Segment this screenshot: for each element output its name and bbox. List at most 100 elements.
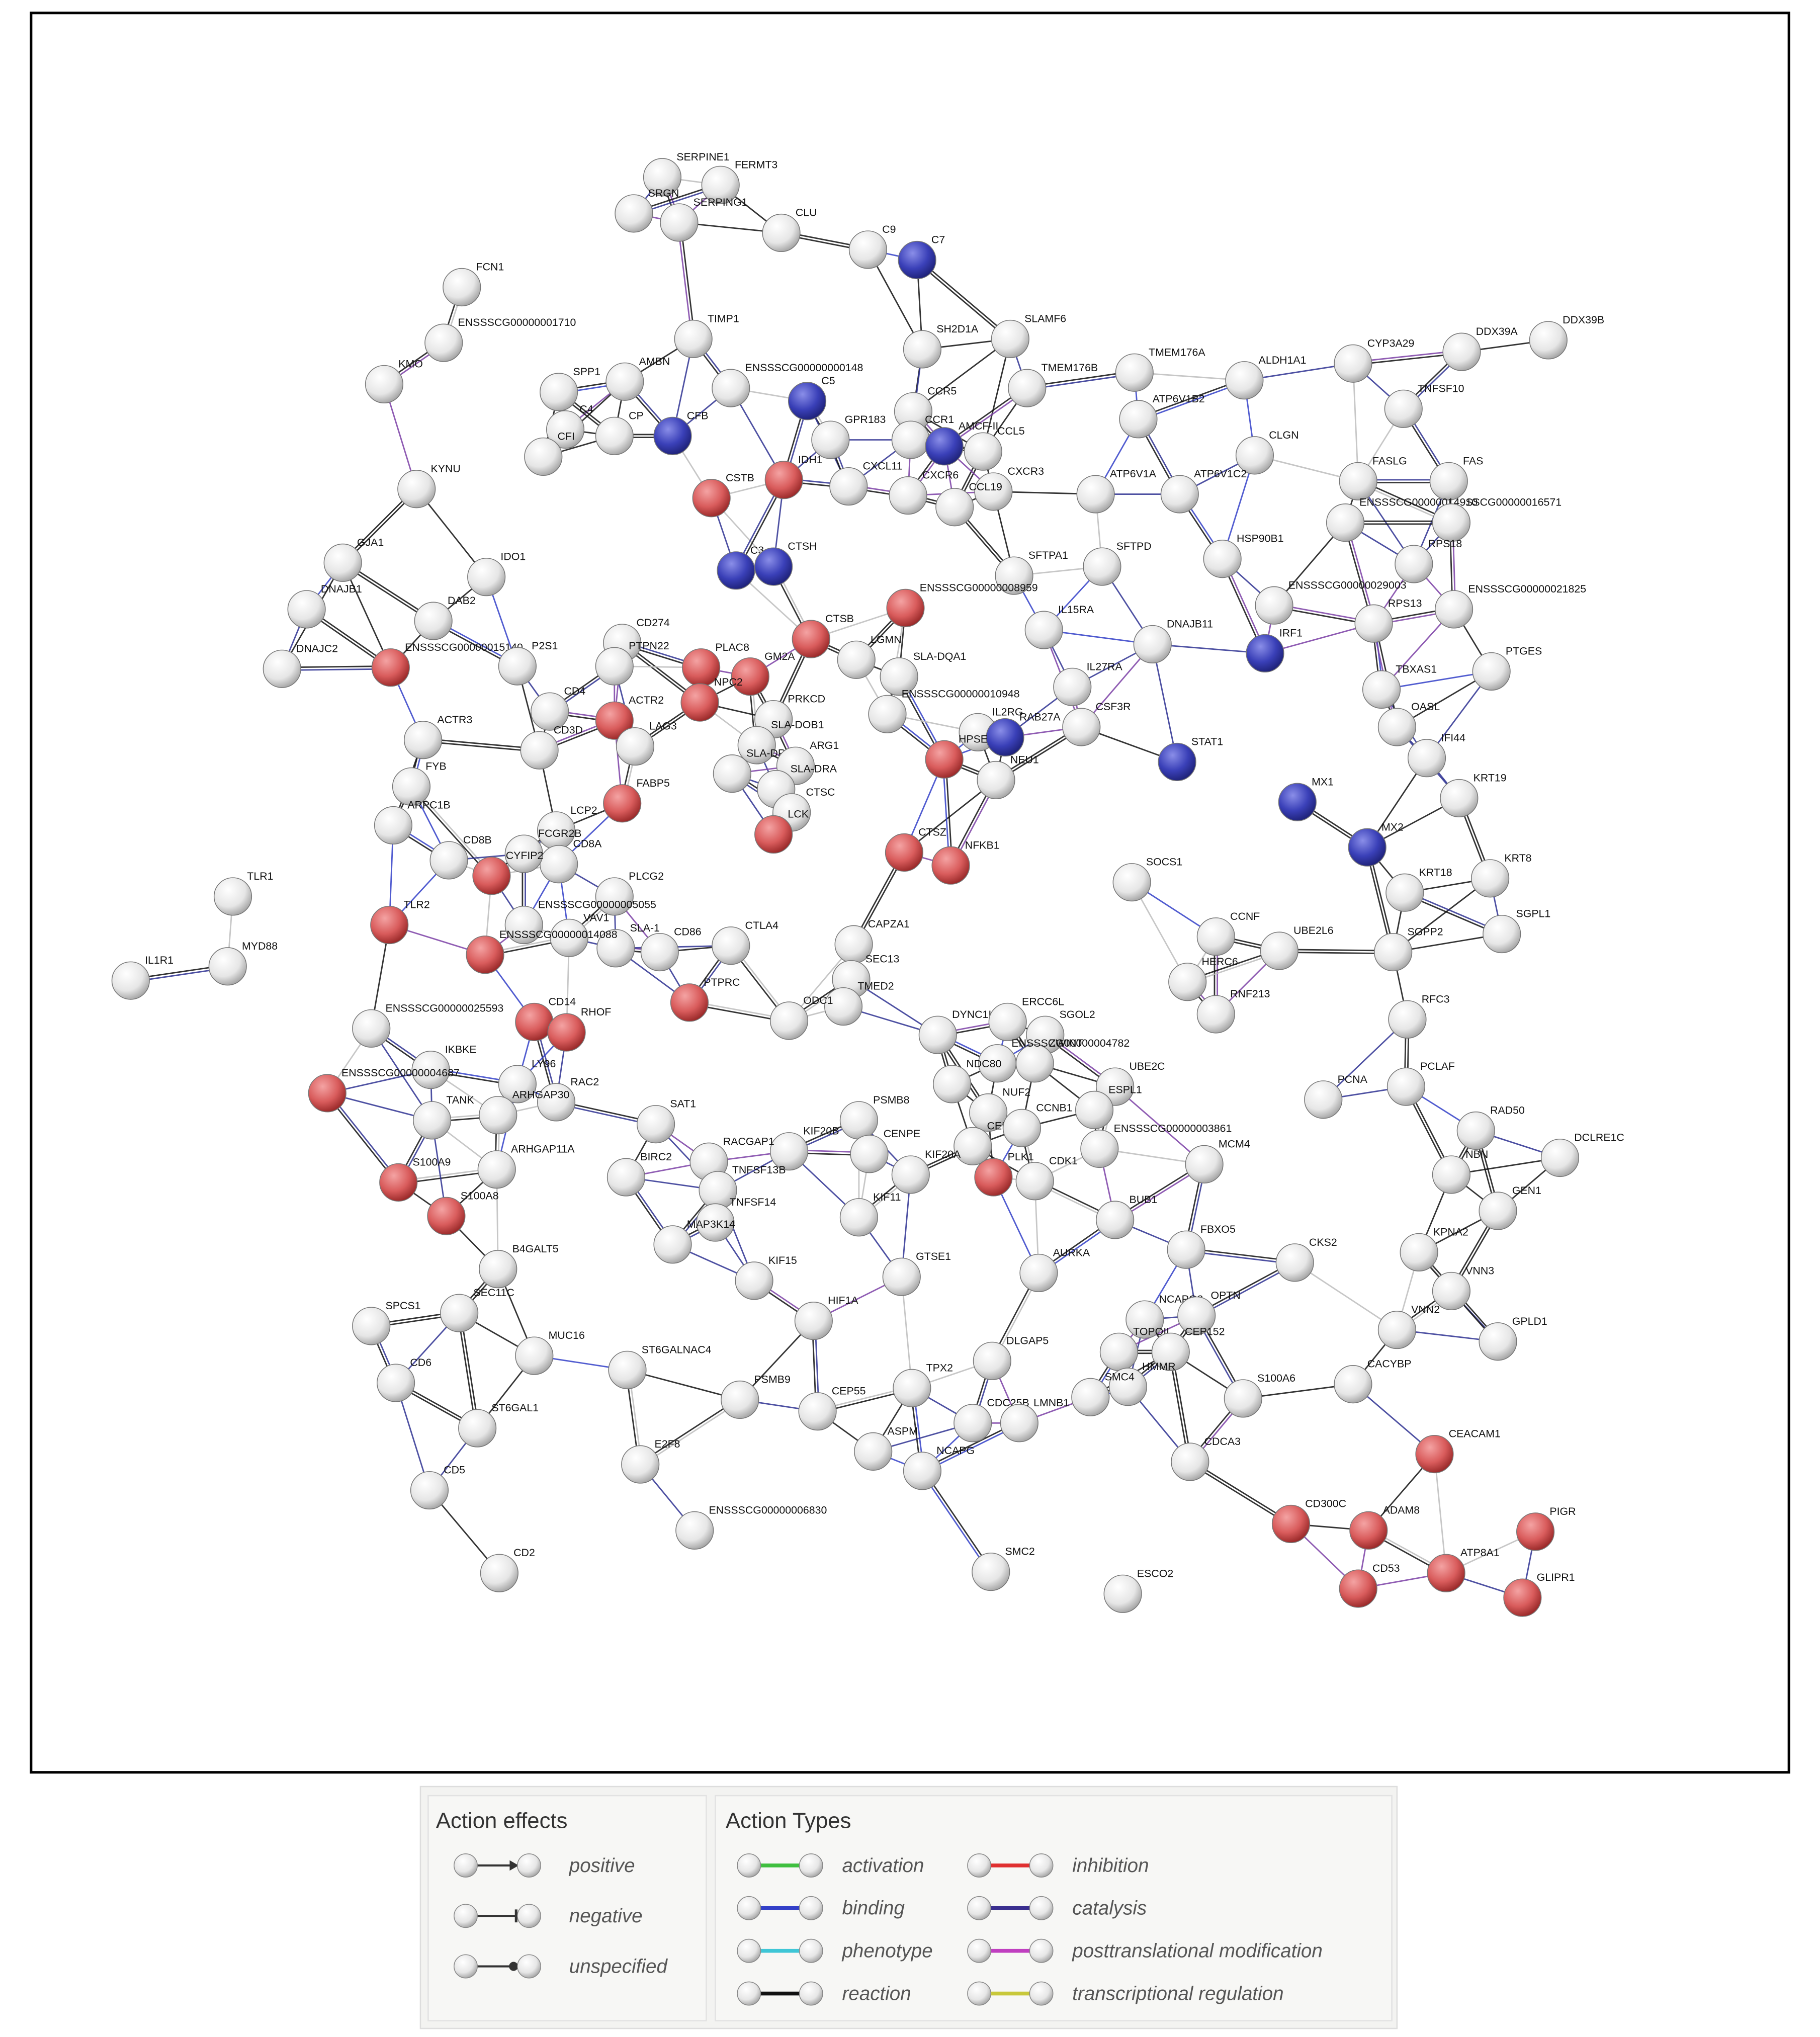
node-label: SRGN (648, 187, 679, 199)
node-label: OPTN (1211, 1289, 1241, 1301)
node (954, 1127, 992, 1165)
node (1260, 931, 1298, 970)
node-group: ARPC1B (374, 799, 451, 845)
node-label: CKS2 (1309, 1236, 1337, 1248)
node-label: ENSSSCG00000004687 (341, 1067, 460, 1079)
node (1516, 1512, 1555, 1551)
legend-ball (967, 1938, 992, 1963)
node-label: CEP55 (832, 1385, 866, 1397)
node-group: ENSSSCG00000005055 (504, 899, 656, 945)
node-group: TLR2 (370, 899, 430, 945)
node (972, 1553, 1010, 1591)
node-group: S100A9 (379, 1156, 451, 1202)
node-group: RACGAP1 (689, 1135, 774, 1181)
node-group: IL1R1 (111, 954, 174, 1000)
node-group: CYP3A29 (1334, 337, 1414, 383)
node-group: FERMT3 (701, 158, 777, 204)
node (696, 1203, 735, 1242)
node-label: PCNA (1338, 1073, 1368, 1085)
node-group: LCP2 (537, 804, 597, 850)
legend-ball (454, 1853, 478, 1878)
node (1400, 1233, 1438, 1271)
node-group: GEN1 (1479, 1184, 1541, 1230)
node-label: CDCA3 (1204, 1435, 1241, 1448)
node (1348, 828, 1386, 867)
node (1000, 1404, 1038, 1442)
node-group: KIF20A (891, 1148, 961, 1194)
edge (923, 1470, 993, 1572)
node-label: HIF1A (828, 1295, 858, 1307)
node-label: TNFSF10 (1418, 382, 1464, 394)
node-group: TNFSF14 (696, 1196, 776, 1242)
node-label: ENSSSCG00000008959 (920, 581, 1038, 593)
node-group: ENSSSCG00000004687 (308, 1067, 460, 1113)
node (213, 877, 252, 916)
node-group: DNAJB1 (287, 583, 362, 629)
node-label: TOPOII (1133, 1325, 1169, 1337)
node (794, 1302, 833, 1340)
node-label: CXCL11 (863, 460, 903, 472)
node-group: ATP6V1A (1076, 468, 1157, 514)
node (1503, 1578, 1542, 1617)
node-label: SLA-DQA1 (913, 650, 967, 662)
node-label: CLU (796, 207, 817, 219)
node-label: ESCO2 (1137, 1567, 1173, 1579)
node (839, 1101, 878, 1140)
node-group: MUC16 (515, 1329, 585, 1375)
node-label: SOCS1 (1146, 856, 1182, 868)
node (889, 476, 927, 515)
node-label: LGMN (871, 633, 902, 645)
node-label: CCNB1 (1036, 1101, 1072, 1114)
node (986, 718, 1024, 757)
node-group: ENSSSCG00000029003 (1255, 579, 1407, 625)
node-group: ARHGAP11A (477, 1143, 575, 1189)
node (918, 1015, 957, 1054)
node (839, 1198, 878, 1237)
node (1075, 1090, 1114, 1129)
node-label: CTLA4 (745, 919, 779, 931)
node-label: C9 (882, 223, 896, 235)
legend-label: posttranslational modification (1072, 1940, 1323, 1962)
node-group: ADAM8 (1349, 1504, 1420, 1550)
node-group: ENSSSCG00000025593 (352, 1002, 503, 1048)
node-label: BIRC2 (640, 1151, 672, 1163)
node-label: IDO1 (500, 551, 526, 563)
node-group: IL27RA (1053, 660, 1123, 706)
node (653, 416, 692, 455)
node-group: CD14 (515, 996, 576, 1042)
node-label: CTSC (806, 786, 835, 798)
node-label: CEACAM1 (1449, 1428, 1501, 1440)
legend-ball (799, 1938, 823, 1963)
node-label: ARPC1B (407, 799, 450, 811)
node-group: RFC3 (1388, 993, 1449, 1039)
node-group: PLK1 (974, 1151, 1034, 1197)
node (898, 240, 936, 280)
node-label: ARG1 (810, 739, 839, 751)
node-label: CFI (558, 431, 575, 443)
node (1024, 611, 1063, 649)
node-group: ATP8A1 (1427, 1547, 1500, 1592)
node-group: STAT1 (1158, 736, 1223, 782)
node-label: CTSB (825, 613, 854, 625)
node-label: SMC4 (1105, 1371, 1135, 1383)
node-group: CEP152 (1151, 1325, 1225, 1371)
node-group: SGPP2 (1374, 926, 1443, 972)
node-label: GJA1 (357, 536, 384, 548)
node (885, 833, 923, 872)
node-group: GTSE1 (882, 1250, 951, 1296)
node-label: CXCR3 (1008, 465, 1044, 477)
node (680, 683, 719, 722)
node-group: ENSSSCG00000006830 (675, 1504, 827, 1550)
node (374, 806, 413, 845)
node (1432, 1155, 1470, 1194)
node (524, 437, 563, 476)
node-label: CSF3R (1096, 701, 1131, 713)
node-group: NBN (1432, 1148, 1488, 1194)
node-label: MX2 (1381, 821, 1404, 833)
node (977, 760, 1015, 800)
node (427, 1197, 466, 1235)
node-label: CFB (687, 409, 709, 421)
node (603, 784, 642, 823)
node (1483, 914, 1521, 954)
edge (982, 338, 1011, 452)
